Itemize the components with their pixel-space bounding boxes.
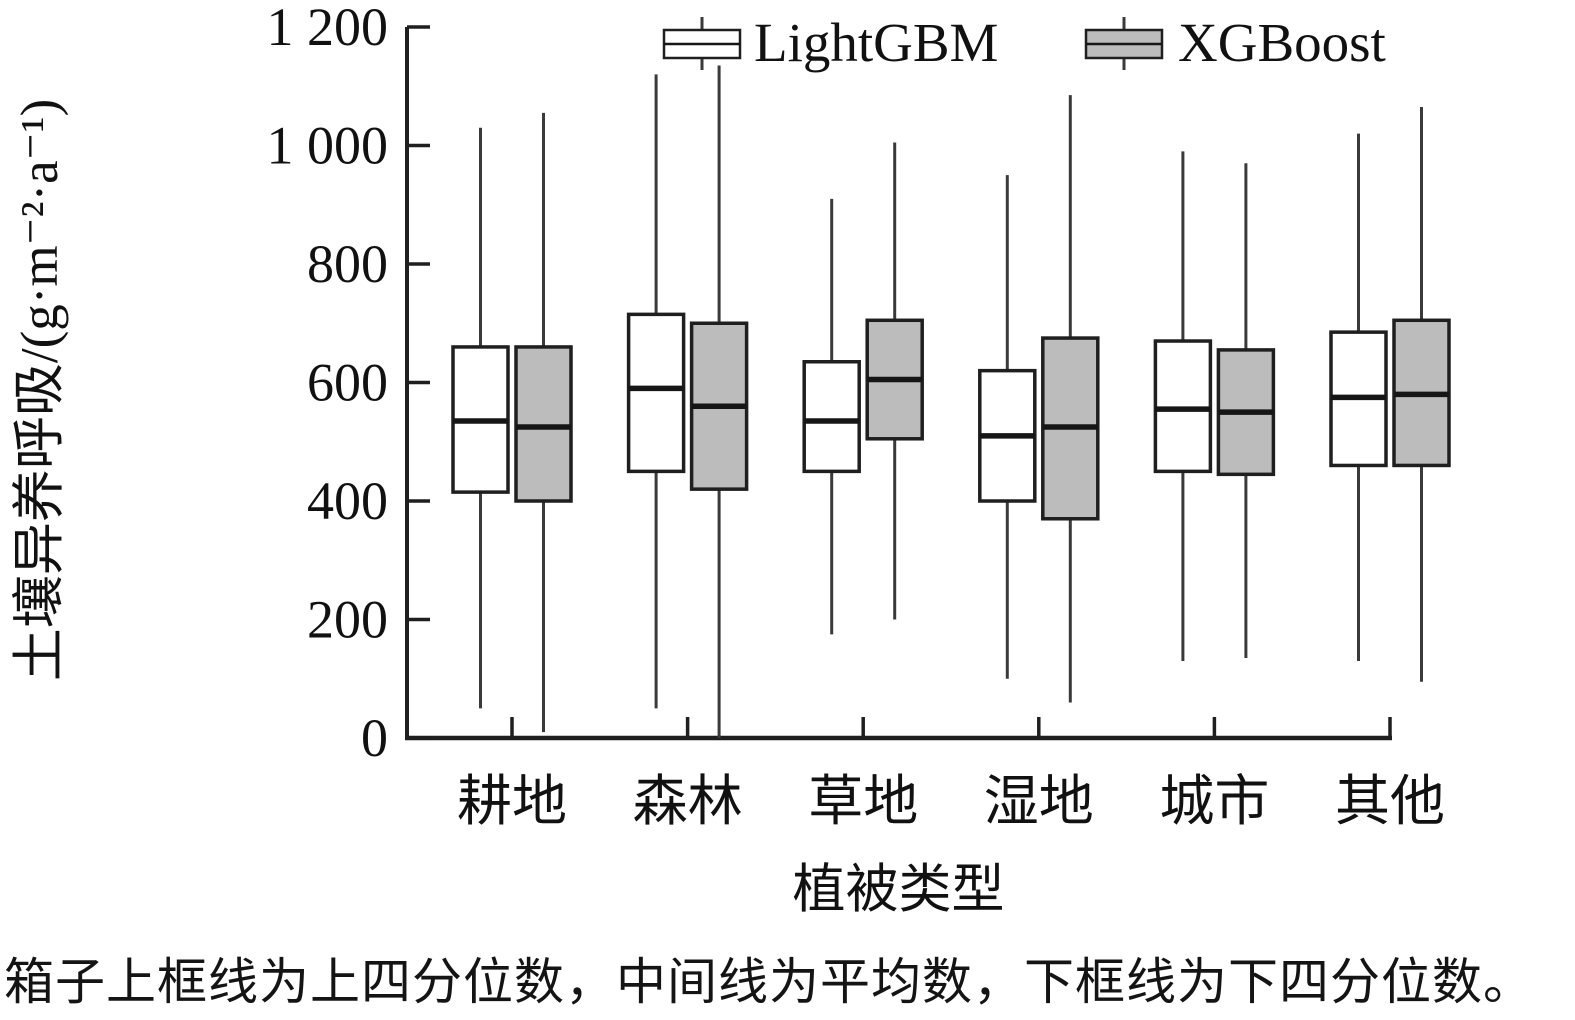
figure-footnote: 箱子上框线为上四分位数，中间线为平均数，下框线为下四分位数。 <box>4 954 1534 1010</box>
boxplot-LightGBM-森林 <box>626 74 686 709</box>
boxplot-chart: 0 200 400 600 800 1 000 1 200 耕地 森林 草地 湿地 城市 其他 土壤异养呼… <box>11 0 1451 919</box>
boxplot-XGBoost-耕地 <box>514 112 573 733</box>
x-tick-label: 耕地 <box>457 771 567 832</box>
x-tick-label: 其他 <box>1335 771 1445 832</box>
boxplot-XGBoost-湿地 <box>1041 95 1100 703</box>
y-tick-label: 800 <box>307 234 388 294</box>
iqr-box <box>514 345 573 503</box>
x-tick-label: 森林 <box>633 771 743 832</box>
boxplot-XGBoost-其他 <box>1392 106 1451 682</box>
x-tick-label: 草地 <box>808 771 918 832</box>
boxplot-XGBoost-草地 <box>865 142 924 620</box>
legend-entry-LightGBM: LightGBM <box>662 12 998 73</box>
boxplot-LightGBM-湿地 <box>978 175 1037 679</box>
boxplot-XGBoost-城市 <box>1216 163 1276 659</box>
y-tick-label: 0 <box>361 708 388 768</box>
boxplot-LightGBM-其他 <box>1329 133 1388 661</box>
iqr-box <box>626 312 686 474</box>
y-tick-label: 1 200 <box>267 0 389 57</box>
boxplot-LightGBM-耕地 <box>451 127 510 709</box>
boxplot-LightGBM-草地 <box>802 198 861 635</box>
boxplot-LightGBM-城市 <box>1153 151 1213 661</box>
x-axis-title: 植被类型 <box>793 861 1005 919</box>
iqr-box <box>1153 339 1213 474</box>
y-axis-title: 土壤异养呼吸/(g·m⁻²·a⁻¹) <box>11 99 69 681</box>
y-tick-label: 400 <box>307 471 388 531</box>
iqr-box <box>802 360 861 474</box>
x-tick-label: 城市 <box>1159 771 1269 832</box>
legend-label: LightGBM <box>754 12 998 73</box>
y-tick-label: 200 <box>307 590 388 650</box>
x-tick-label: 湿地 <box>984 771 1094 832</box>
y-tick-label: 600 <box>307 353 388 413</box>
y-tick-label: 1 000 <box>267 116 389 176</box>
boxplot-XGBoost-森林 <box>689 65 749 738</box>
legend-label: XGBoost <box>1178 12 1386 73</box>
legend-entry-XGBoost: XGBoost <box>1084 12 1386 73</box>
